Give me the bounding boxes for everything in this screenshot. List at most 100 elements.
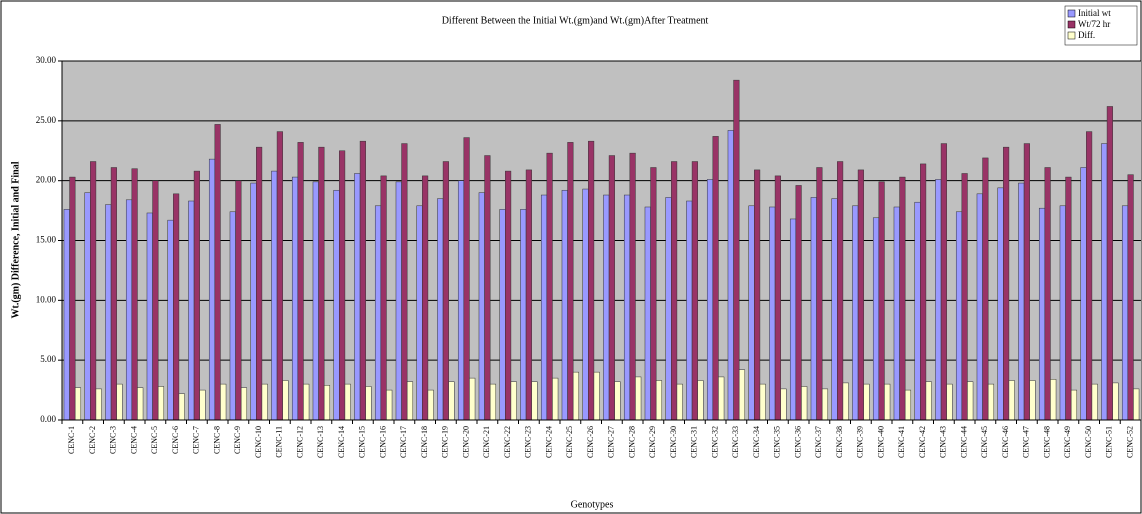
bar [1065, 176, 1072, 421]
bar [69, 176, 76, 421]
bar [899, 176, 906, 421]
x-tick-label: CENC-24 [544, 426, 553, 458]
bar [614, 381, 621, 421]
bar [520, 209, 527, 421]
bar [484, 155, 491, 421]
bar [510, 381, 517, 421]
bar [74, 387, 82, 421]
bar [810, 197, 817, 421]
bar [276, 131, 283, 421]
bar [686, 200, 693, 421]
chart-title: Different Between the Initial Wt.(gm)and… [442, 15, 709, 26]
bar [437, 198, 444, 421]
bar [271, 170, 278, 421]
bar [386, 389, 393, 421]
bar [1133, 388, 1140, 421]
x-tick-label: CENC-38 [835, 426, 844, 458]
bar [359, 140, 366, 421]
bar [691, 161, 698, 421]
x-tick-label: CENC-21 [482, 426, 491, 458]
y-tick-label: 30.00 [36, 55, 57, 65]
legend-label: Diff. [1078, 30, 1095, 40]
x-tick-label: CENC-23 [524, 426, 533, 458]
bar [1091, 383, 1098, 421]
bar [727, 130, 734, 421]
bar [733, 79, 740, 421]
bar [863, 383, 870, 421]
bar [1070, 389, 1078, 421]
bar [84, 192, 91, 421]
x-tick-label: CENC-14 [337, 426, 346, 458]
x-tick-label: CENC-2 [88, 426, 97, 454]
x-tick-label: CENC-37 [814, 426, 823, 458]
bar [540, 194, 548, 421]
bar [1023, 143, 1030, 421]
y-tick-label: 20.00 [36, 175, 57, 185]
bar [463, 137, 470, 421]
bar [131, 168, 138, 421]
bar [422, 175, 429, 421]
bar [1127, 174, 1134, 421]
bar [546, 152, 553, 421]
bar [967, 381, 974, 421]
bar [256, 146, 263, 421]
legend-swatch [1067, 9, 1076, 18]
x-tick-label: CENC-29 [648, 426, 657, 458]
bar [1086, 131, 1093, 421]
bar [940, 143, 947, 421]
bar [90, 161, 97, 421]
bar [167, 219, 174, 421]
bar [63, 209, 70, 421]
bar [525, 169, 532, 421]
bar [754, 169, 761, 421]
bar [152, 180, 159, 421]
bar [380, 175, 387, 421]
legend-box [1064, 5, 1138, 46]
x-tick-label: CENC-34 [752, 426, 761, 458]
bar [1050, 379, 1057, 421]
bar [552, 377, 559, 421]
bar [505, 170, 512, 421]
bar [706, 179, 714, 421]
x-tick-label: CENC-35 [773, 426, 782, 458]
bar [178, 393, 185, 421]
x-tick-label: CENC-27 [607, 426, 616, 458]
bar [323, 385, 331, 421]
bar [291, 176, 299, 421]
bar [1059, 205, 1066, 421]
x-tick-label: CENC-12 [295, 426, 304, 458]
legend-swatch [1067, 31, 1076, 40]
bar [837, 161, 844, 421]
bar [220, 383, 227, 421]
y-axis-label: Wt.(gm) Difference, Initial and Final [10, 161, 21, 318]
x-tick-label: CENC-40 [876, 426, 885, 458]
bar [229, 211, 236, 421]
x-tick-label: CENC-31 [690, 426, 699, 458]
bar [893, 206, 900, 421]
legend-label: Initial wt [1078, 8, 1111, 18]
bar [801, 386, 808, 421]
bar [1003, 146, 1010, 421]
x-tick-label: CENC-20 [461, 426, 470, 458]
bar [401, 143, 408, 421]
x-tick-label: CENC-1 [67, 426, 76, 454]
x-tick-label: CENC-11 [275, 426, 284, 458]
bar [478, 192, 485, 421]
x-tick-label: CENC-49 [1063, 426, 1072, 458]
bar [925, 381, 932, 421]
bar [427, 389, 434, 421]
bar [816, 167, 823, 421]
bar [561, 189, 568, 421]
x-tick-label: CENC-30 [669, 426, 678, 458]
bar [442, 161, 449, 421]
bar [987, 383, 995, 421]
bar [676, 383, 683, 421]
bar [1112, 382, 1119, 421]
x-tick-label: CENC-26 [586, 426, 595, 458]
bar [665, 197, 672, 421]
bar [214, 124, 221, 421]
legend-label: Wt/72 hr [1078, 19, 1110, 29]
x-tick-label: CENC-7 [192, 426, 201, 454]
x-tick-label: CENC-43 [939, 426, 948, 458]
